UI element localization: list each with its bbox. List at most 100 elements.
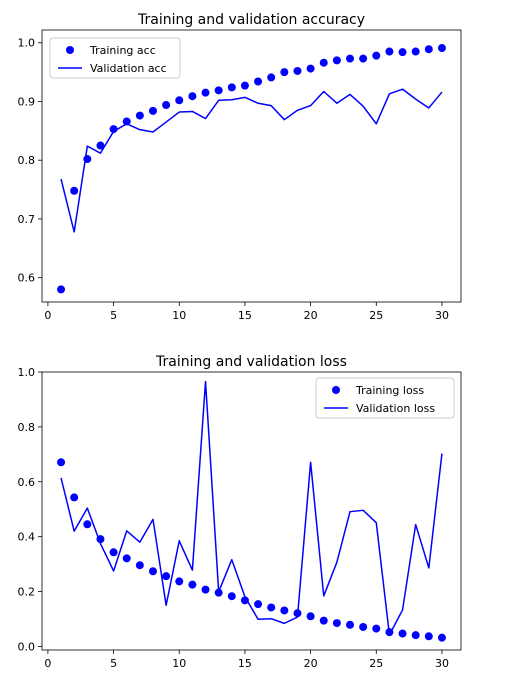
chart-title: Training and validation loss bbox=[155, 354, 347, 370]
data-point-training-loss bbox=[319, 616, 328, 625]
data-point-training-loss bbox=[267, 603, 276, 612]
legend-marker-swatch bbox=[332, 386, 340, 394]
legend-marker-swatch bbox=[66, 46, 74, 54]
plot-frame bbox=[41, 371, 462, 651]
data-point-training-acc bbox=[122, 117, 131, 126]
data-point-training-acc bbox=[240, 81, 249, 90]
data-point-training-acc bbox=[293, 66, 302, 75]
x-tick-label: 25 bbox=[369, 309, 383, 322]
data-point-training-loss bbox=[214, 588, 223, 597]
x-tick-label: 15 bbox=[238, 657, 252, 670]
legend-label: Validation acc bbox=[90, 62, 167, 75]
data-point-training-acc bbox=[135, 111, 144, 120]
data-point-training-acc bbox=[424, 45, 433, 54]
legend-box bbox=[49, 37, 181, 79]
data-point-training-loss bbox=[227, 592, 236, 601]
data-point-training-loss bbox=[70, 493, 79, 502]
chart-panel-2: Training and validation loss 0 5 10 15 20 25 30… bbox=[18, 354, 462, 670]
y-tick-label: 0.7 bbox=[18, 213, 36, 226]
data-point-training-loss bbox=[240, 596, 249, 605]
legend-label: Training loss bbox=[355, 384, 424, 397]
data-point-training-acc bbox=[214, 86, 223, 95]
x-tick-label: 30 bbox=[435, 309, 449, 322]
x-tick-label: 20 bbox=[304, 309, 318, 322]
legend-label: Training acc bbox=[89, 44, 156, 57]
data-point-training-acc bbox=[227, 83, 236, 92]
x-tick-label: 5 bbox=[110, 309, 117, 322]
x-tick-label: 0 bbox=[44, 309, 51, 322]
data-point-training-loss bbox=[424, 632, 433, 641]
x-tick-label: 10 bbox=[172, 309, 186, 322]
data-point-training-acc bbox=[57, 285, 66, 294]
x-tick-label: 5 bbox=[110, 657, 117, 670]
series-line-validation-acc bbox=[60, 88, 443, 233]
y-tick-label: 0.8 bbox=[18, 421, 36, 434]
data-point-training-loss bbox=[332, 619, 341, 628]
legend-label: Validation loss bbox=[356, 402, 435, 415]
data-point-training-loss bbox=[411, 631, 420, 640]
y-tick-label: 0.8 bbox=[18, 154, 36, 167]
data-point-training-acc bbox=[188, 92, 197, 101]
data-point-training-loss bbox=[359, 622, 368, 631]
data-point-training-acc bbox=[346, 54, 355, 63]
data-point-training-acc bbox=[372, 51, 381, 60]
chart-title: Training and validation accuracy bbox=[137, 12, 365, 28]
x-tick-label: 25 bbox=[369, 657, 383, 670]
data-point-training-loss bbox=[201, 585, 210, 594]
x-tick-label: 20 bbox=[304, 657, 318, 670]
data-point-training-loss bbox=[372, 624, 381, 633]
x-tick-label: 10 bbox=[172, 657, 186, 670]
legend-box bbox=[315, 377, 455, 419]
data-point-training-loss bbox=[162, 572, 171, 581]
data-point-training-loss bbox=[175, 577, 184, 586]
y-tick-label: 0.9 bbox=[18, 95, 36, 108]
data-point-training-loss bbox=[122, 554, 131, 563]
data-point-training-loss bbox=[188, 580, 197, 589]
legend: Training loss Validation loss bbox=[315, 377, 455, 419]
data-point-training-loss bbox=[437, 633, 446, 642]
plot-frame bbox=[41, 29, 462, 303]
series-line-validation-loss bbox=[60, 380, 443, 636]
data-point-training-acc bbox=[411, 47, 420, 56]
data-point-training-acc bbox=[332, 56, 341, 65]
y-tick-label: 1.0 bbox=[18, 366, 36, 379]
data-point-training-acc bbox=[385, 47, 394, 56]
data-point-training-acc bbox=[148, 106, 157, 115]
data-point-training-acc bbox=[359, 54, 368, 63]
data-point-training-acc bbox=[201, 88, 210, 97]
data-point-training-loss bbox=[306, 612, 315, 621]
data-point-training-acc bbox=[319, 58, 328, 67]
x-tick-label: 0 bbox=[44, 657, 51, 670]
data-point-training-acc bbox=[306, 64, 315, 73]
data-point-training-acc bbox=[254, 77, 263, 86]
data-point-training-loss bbox=[83, 520, 92, 529]
x-tick-label: 15 bbox=[238, 309, 252, 322]
data-point-training-acc bbox=[175, 96, 184, 105]
y-tick-label: 0.2 bbox=[18, 586, 36, 599]
data-point-training-acc bbox=[96, 141, 105, 150]
data-point-training-loss bbox=[346, 620, 355, 629]
data-point-training-acc bbox=[70, 186, 79, 195]
data-point-training-loss bbox=[280, 606, 289, 615]
data-point-training-loss bbox=[135, 561, 144, 570]
legend: Training acc Validation acc bbox=[49, 37, 181, 79]
data-point-training-acc bbox=[162, 101, 171, 110]
x-tick-label: 30 bbox=[435, 657, 449, 670]
y-tick-label: 1.0 bbox=[18, 37, 36, 50]
data-point-training-loss bbox=[148, 567, 157, 576]
data-point-training-acc bbox=[280, 68, 289, 77]
data-point-training-acc bbox=[267, 73, 276, 82]
y-tick-label: 0.6 bbox=[18, 476, 36, 489]
y-tick-label: 0.6 bbox=[18, 272, 36, 285]
chart-panel-1: Training and validation accuracy 0 5 10 15 20… bbox=[18, 12, 462, 322]
data-point-training-acc bbox=[398, 48, 407, 57]
data-point-training-loss bbox=[398, 629, 407, 638]
data-point-training-acc bbox=[437, 44, 446, 53]
y-tick-label: 0.0 bbox=[18, 640, 36, 653]
data-point-training-loss bbox=[57, 458, 66, 467]
data-point-training-loss bbox=[109, 548, 118, 557]
y-tick-label: 0.4 bbox=[18, 531, 36, 544]
data-point-training-loss bbox=[254, 600, 263, 609]
